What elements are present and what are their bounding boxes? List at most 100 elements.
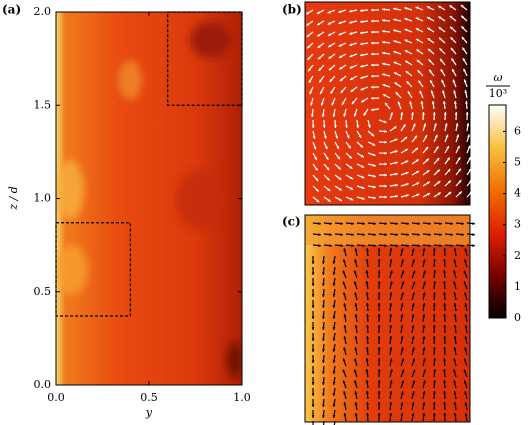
arrow-head (314, 167, 318, 171)
arrow-head (371, 133, 375, 137)
arrow-head (389, 413, 393, 416)
arrow-head (349, 20, 353, 24)
arrow-head (426, 6, 430, 9)
arrow-head (351, 101, 355, 105)
arrow-head (453, 259, 457, 263)
arrow-head (367, 124, 371, 128)
arrow-head (463, 68, 467, 72)
arrow-head (332, 349, 336, 352)
arrow-head (463, 380, 467, 384)
arrow-head (411, 391, 415, 395)
arrow-head (322, 327, 325, 330)
arrow-head (443, 259, 447, 262)
arrow-head (428, 244, 431, 247)
arrow-head (418, 80, 422, 84)
arrow-head (332, 404, 336, 407)
arrow-head (373, 233, 376, 236)
arrow-head (412, 259, 415, 263)
arrow-head (322, 283, 325, 286)
arrow-head (353, 281, 357, 285)
arrow-head (458, 168, 461, 172)
arrow-head (393, 18, 397, 22)
arrow-head (400, 402, 404, 405)
arrow-head (438, 27, 442, 30)
arrow-head (326, 177, 330, 181)
x-tick-label: 0.5 (140, 391, 158, 404)
arrow-head (453, 369, 456, 373)
arrow-head (412, 369, 416, 373)
arrow-head (342, 358, 346, 362)
arrow-head (332, 272, 336, 275)
arrow-head (450, 233, 453, 236)
arrow-head (348, 155, 352, 159)
arrow-head (415, 28, 419, 31)
colorbar-tick-label: 3 (514, 218, 521, 231)
arrow-head (395, 244, 398, 247)
arrow-head (443, 369, 446, 372)
arrow-head (466, 123, 470, 126)
arrow-head (462, 58, 466, 62)
arrow-head (394, 138, 398, 142)
arrow-head (366, 248, 369, 251)
colorbar-tick-label: 2 (514, 249, 521, 262)
arrow-head (404, 136, 408, 140)
arrow-head (439, 244, 442, 247)
arrow-head (371, 96, 374, 100)
arrow-head (343, 292, 346, 296)
arrow-head (400, 248, 404, 252)
arrow-head (412, 281, 416, 285)
arrow-head (433, 369, 437, 372)
arrow-head (433, 292, 436, 295)
arrow-head (310, 114, 314, 117)
arrow-head (329, 244, 332, 247)
arrow-head (448, 191, 452, 195)
arrow-head (467, 134, 470, 138)
panel-label: (a) (2, 3, 21, 17)
arrow-head (315, 178, 319, 182)
arrow-head (306, 22, 310, 26)
arrow-head (373, 196, 376, 200)
arrow-head (328, 44, 332, 48)
arrow-head (453, 380, 457, 384)
arrow-head (360, 87, 364, 91)
arrow-head (337, 166, 341, 170)
field-image (56, 12, 242, 385)
arrow-head (360, 9, 363, 13)
arrow-head (372, 153, 376, 157)
arrow-head (349, 43, 353, 46)
colorbar-label: ω (494, 71, 503, 84)
arrow-head (438, 16, 442, 20)
arrow-head (453, 413, 457, 416)
arrow-head (461, 233, 464, 236)
arrow-head (422, 303, 426, 306)
arrow-head (468, 168, 472, 172)
arrow-head (377, 281, 381, 284)
arrow-head (309, 91, 313, 95)
arrows (311, 222, 476, 425)
arrow-head (311, 261, 315, 264)
arrow-head (446, 146, 449, 150)
arrow-head (343, 314, 347, 317)
arrow-head (365, 358, 369, 361)
arrow-head (359, 144, 363, 148)
arrow-head (416, 49, 420, 53)
arrow-head (389, 325, 393, 328)
arrow-head (340, 233, 343, 236)
colorbar-label: 10³ (489, 87, 507, 100)
arrow-head (384, 222, 387, 225)
arrow-head (427, 38, 431, 41)
arrow-head (384, 173, 387, 177)
arrow-head (404, 28, 408, 32)
arrow-head (389, 358, 393, 362)
arrow-head (366, 402, 369, 405)
arrow-head (350, 197, 354, 201)
arrow-head (339, 66, 343, 70)
arrow-head (440, 69, 444, 73)
colorbar (488, 104, 507, 319)
arrow-head (404, 39, 408, 43)
arrow-head (409, 101, 413, 105)
arrow-head (323, 135, 327, 139)
arrow-head (366, 303, 369, 306)
arrow-head (340, 244, 343, 247)
arrow-head (432, 391, 436, 394)
